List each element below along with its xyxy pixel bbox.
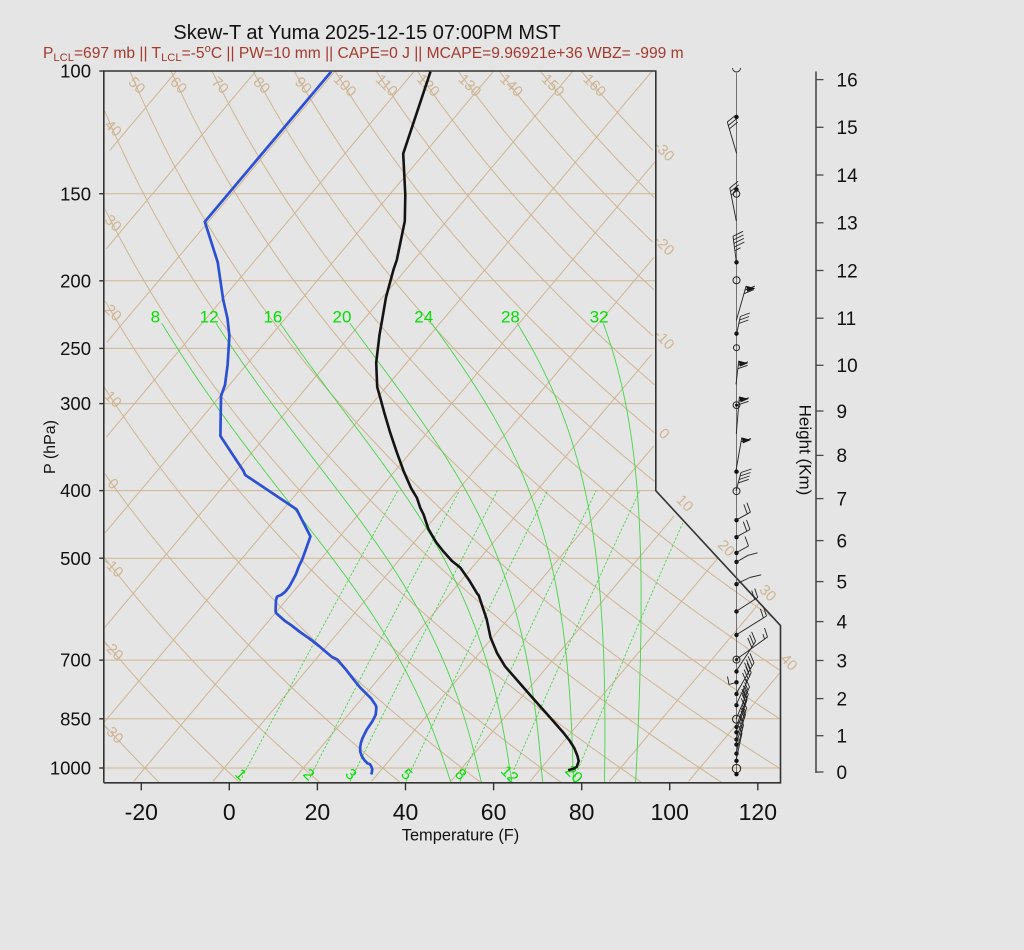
svg-text:14: 14 [837, 166, 859, 187]
svg-text:700: 700 [60, 650, 91, 671]
svg-text:2: 2 [837, 689, 848, 710]
svg-text:11: 11 [837, 309, 857, 330]
svg-text:28: 28 [501, 308, 520, 327]
svg-text:40: 40 [393, 799, 419, 825]
svg-text:5: 5 [837, 572, 848, 593]
svg-text:0: 0 [837, 763, 848, 784]
svg-text:3: 3 [837, 651, 848, 672]
svg-text:13: 13 [837, 214, 858, 235]
svg-text:80: 80 [569, 799, 595, 825]
svg-text:Temperature (F): Temperature (F) [402, 827, 520, 845]
svg-text:8: 8 [151, 308, 160, 327]
svg-text:250: 250 [60, 338, 91, 359]
svg-text:PLCL=697 mb || TLCL=-5oC || PW: PLCL=697 mb || TLCL=-5oC || PW=10 mm || … [43, 43, 684, 64]
svg-text:12: 12 [200, 308, 219, 327]
svg-text:15: 15 [837, 118, 858, 139]
svg-text:100: 100 [60, 61, 91, 82]
svg-text:1: 1 [837, 727, 848, 748]
svg-text:Height (Km): Height (Km) [796, 405, 815, 496]
svg-text:850: 850 [60, 708, 91, 729]
svg-text:12: 12 [837, 261, 858, 282]
svg-text:120: 120 [739, 799, 777, 825]
svg-text:150: 150 [60, 183, 91, 204]
svg-text:1000: 1000 [50, 758, 91, 779]
svg-text:20: 20 [333, 308, 352, 327]
svg-text:Skew-T at Yuma 2025-12-15 07:0: Skew-T at Yuma 2025-12-15 07:00PM MST [173, 22, 560, 44]
svg-text:400: 400 [60, 480, 91, 501]
svg-text:32: 32 [590, 308, 609, 327]
svg-text:7: 7 [837, 489, 848, 510]
svg-text:60: 60 [481, 799, 507, 825]
svg-text:200: 200 [60, 270, 91, 291]
svg-text:6: 6 [837, 531, 848, 552]
svg-text:P (hPa): P (hPa) [42, 420, 59, 474]
svg-text:300: 300 [60, 393, 91, 414]
svg-text:24: 24 [414, 308, 433, 327]
svg-text:8: 8 [837, 446, 848, 467]
svg-text:100: 100 [651, 799, 689, 825]
svg-text:16: 16 [263, 308, 282, 327]
svg-text:4: 4 [837, 612, 848, 633]
svg-text:16: 16 [837, 70, 858, 91]
svg-text:10: 10 [837, 356, 858, 377]
svg-text:9: 9 [837, 402, 848, 423]
svg-text:20: 20 [305, 799, 331, 825]
svg-text:-20: -20 [125, 799, 158, 825]
svg-text:0: 0 [223, 799, 236, 825]
svg-text:500: 500 [60, 548, 91, 569]
